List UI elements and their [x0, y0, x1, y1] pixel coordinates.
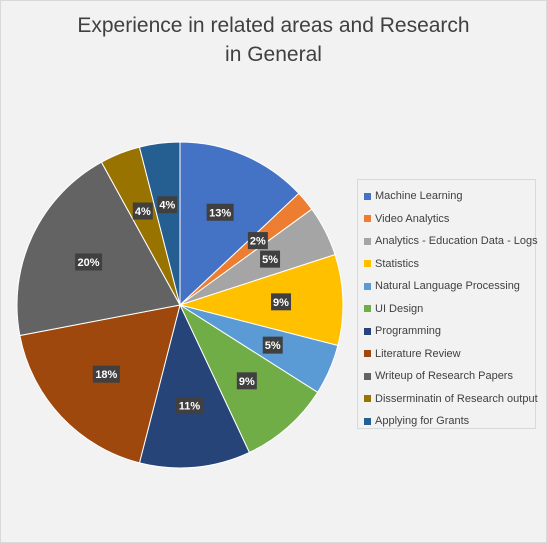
- data-label-writeup-of-research-papers: 20%: [75, 253, 103, 271]
- legend-swatch: [364, 282, 371, 290]
- chart-title-line-2: in General: [225, 43, 322, 66]
- legend-label: Statistics: [375, 257, 420, 270]
- data-label-disserminatin-of-research-output: 4%: [132, 202, 153, 220]
- data-label-text: 5%: [265, 340, 281, 352]
- data-label-text: 5%: [262, 254, 278, 266]
- data-label-statistics: 9%: [271, 293, 292, 311]
- legend-item-literature-review: Literature Review: [364, 343, 535, 366]
- legend-label: Natural Language Processing: [375, 280, 520, 293]
- data-label-text: 13%: [209, 207, 231, 219]
- legend-label: Machine Learning: [375, 190, 463, 203]
- data-label-box: [92, 365, 120, 383]
- data-label-applying-for-grants: 4%: [157, 196, 178, 214]
- data-label-programming: 11%: [176, 397, 204, 415]
- legend-item-applying-for-grants: Applying for Grants: [364, 410, 535, 433]
- data-label-box: [75, 253, 103, 271]
- legend-swatch: [364, 327, 371, 335]
- legend-item-programming: Programming: [364, 320, 535, 343]
- legend-item-analytics-education-data-logs: Analytics - Education Data - Logs: [364, 230, 538, 253]
- data-label-text: 9%: [273, 297, 289, 309]
- data-label-text: 2%: [250, 236, 266, 248]
- legend-swatch: [364, 395, 371, 403]
- data-label-box: [271, 293, 292, 311]
- legend-swatch: [364, 215, 371, 223]
- data-label-box: [176, 397, 204, 415]
- legend-label: Literature Review: [375, 347, 461, 360]
- legend-swatch: [364, 192, 371, 200]
- pie-slice-writeup-of-research-papers: [16, 161, 181, 337]
- pie-slice-programming: [138, 303, 251, 469]
- legend-item-statistics: Statistics: [364, 253, 535, 276]
- legend-label: Applying for Grants: [375, 415, 470, 428]
- data-label-text: 20%: [78, 257, 100, 269]
- data-label-literature-review: 18%: [92, 365, 120, 383]
- legend-item-video-analytics: Video Analytics: [364, 208, 535, 231]
- data-label-text: 4%: [135, 206, 151, 218]
- pie-slice-machine-learning: [179, 141, 300, 307]
- data-label-box: [157, 196, 178, 214]
- pie-slice-statistics: [178, 253, 344, 347]
- data-label-box: [247, 232, 268, 250]
- legend-label: Video Analytics: [375, 212, 450, 225]
- data-label-text: 9%: [239, 376, 255, 388]
- legend-item-natural-language-processing: Natural Language Processing: [364, 275, 535, 298]
- legend-swatch: [364, 237, 371, 245]
- data-label-text: 4%: [159, 200, 175, 212]
- data-label-natural-language-processing: 5%: [262, 336, 283, 354]
- legend-label: Disserminatin of Research output: [375, 392, 538, 405]
- data-label-ui-design: 9%: [236, 372, 257, 390]
- data-label-box: [236, 372, 257, 390]
- legend-swatch: [364, 260, 371, 268]
- data-label-box: [132, 202, 153, 220]
- chart-title-line-1: Experience in related areas and Research: [77, 14, 470, 37]
- legend-swatch: [364, 372, 371, 380]
- data-label-video-analytics: 2%: [247, 232, 268, 250]
- legend-item-ui-design: UI Design: [364, 298, 535, 321]
- legend-label: Writeup of Research Papers: [375, 370, 513, 383]
- data-label-machine-learning: 13%: [206, 203, 234, 221]
- legend-swatch: [364, 417, 371, 425]
- pie-slice-applying-for-grants: [138, 141, 181, 306]
- legend-swatch: [364, 305, 371, 313]
- data-label-box: [206, 203, 234, 221]
- legend-item-disserminatin-of-research-output: Disserminatin of Research output: [364, 388, 538, 411]
- legend-label: Programming: [375, 325, 442, 338]
- legend-swatch: [364, 350, 371, 358]
- data-label-text: 18%: [95, 369, 117, 381]
- legend-item-machine-learning: Machine Learning: [364, 185, 535, 208]
- legend-label: UI Design: [375, 302, 424, 315]
- legend-label: Analytics - Education Data - Logs: [375, 235, 538, 248]
- data-label-text: 11%: [179, 401, 201, 413]
- data-label-analytics-education-data-logs: 5%: [260, 250, 281, 268]
- data-label-box: [262, 336, 283, 354]
- pie-slice-literature-review: [19, 304, 181, 464]
- chart-title: Experience in related areas and Research…: [1, 11, 546, 69]
- chart-legend: Machine Learning Video Analytics Analytics…: [357, 179, 538, 429]
- legend-item-writeup-of-research-papers: Writeup of Research Papers: [364, 365, 535, 388]
- data-label-box: [260, 250, 281, 268]
